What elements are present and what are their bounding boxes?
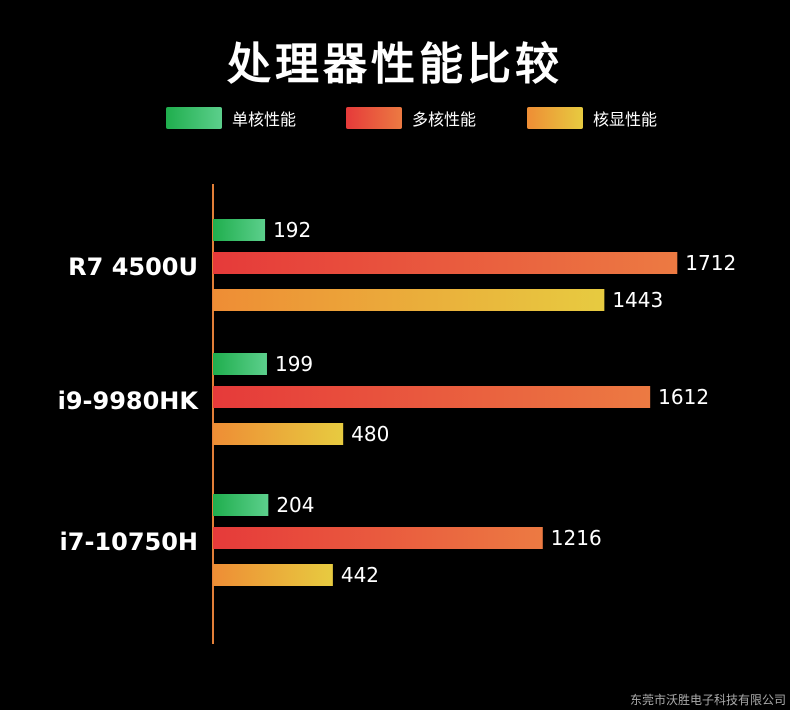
bar (213, 252, 678, 274)
company-footer: 东莞市沃胜电子科技有限公司 (629, 693, 786, 707)
data-label: 480 (351, 422, 389, 446)
legend-label-igpu: 核显性能 (593, 110, 658, 129)
legend-label-single-core: 单核性能 (232, 110, 297, 129)
bar (213, 353, 267, 375)
data-label: 442 (341, 563, 379, 587)
bar (213, 564, 333, 586)
data-label: 204 (276, 493, 314, 517)
bar (213, 386, 651, 408)
bar (213, 289, 605, 311)
legend-swatch-multi-core (346, 107, 402, 129)
legend-item-single-core: 单核性能 (166, 106, 296, 130)
category-label: R7 4500U (68, 253, 198, 281)
data-label: 1612 (658, 385, 709, 409)
category-label: i9-9980HK (58, 387, 200, 415)
chart-title: 处理器性能比较 (227, 39, 563, 90)
bar (213, 527, 543, 549)
data-label: 199 (275, 352, 313, 376)
bar (213, 219, 266, 241)
legend-item-igpu: 核显性能 (527, 106, 657, 130)
category-label: i7-10750H (60, 528, 198, 556)
data-label: 1443 (612, 288, 663, 312)
legend-swatch-single-core (166, 107, 222, 129)
bar (213, 423, 344, 445)
bar (213, 494, 269, 516)
data-label: 192 (273, 218, 311, 242)
legend-label-multi-core: 多核性能 (412, 110, 477, 129)
data-label: 1712 (685, 251, 736, 275)
legend-swatch-igpu (527, 107, 583, 129)
data-label: 1216 (551, 526, 602, 550)
legend-item-multi-core: 多核性能 (346, 106, 476, 130)
